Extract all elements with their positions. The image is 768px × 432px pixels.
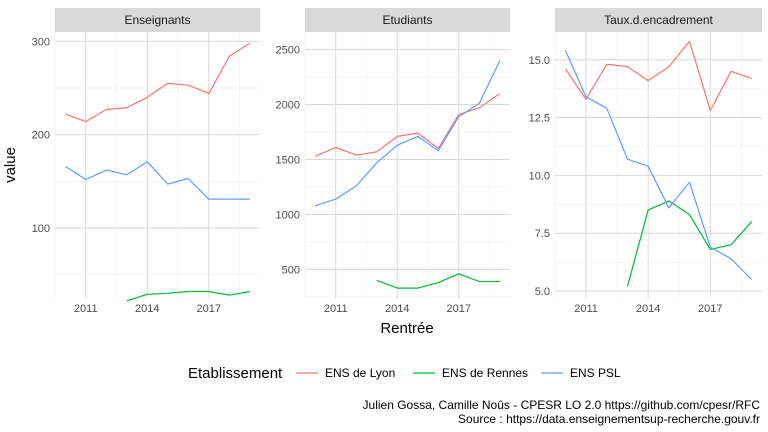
x-tick-label: 2017 (698, 303, 722, 315)
series-line-ens-de-lyon (65, 42, 251, 123)
x-tick-label: 2014 (135, 303, 159, 315)
y-tick-label: 2000 (276, 100, 300, 112)
y-tick-label: 12.5 (529, 113, 550, 125)
x-tick-label: 2011 (324, 303, 348, 315)
y-tick-label: 200 (32, 130, 50, 142)
facet-strip (55, 8, 260, 32)
y-axis-title: value (2, 147, 19, 183)
facet-strip (555, 8, 762, 32)
series-line-ens-de-rennes (376, 273, 500, 289)
y-tick-label: 7.5 (535, 228, 550, 240)
y-tick-label: 1500 (276, 155, 300, 167)
series-line-ens-psl (315, 60, 501, 207)
panel-etudiants: Etudiants 500 1000 1500 2000 2500 2011 2014 2017 (276, 8, 510, 315)
x-tick-label: 2017 (197, 303, 221, 315)
x-axis-title: Rentrée (380, 320, 433, 337)
caption-credits: Julien Gossa, Camille Noûs - CPESR LO 2.… (363, 398, 761, 412)
y-tick-label: 2500 (276, 45, 300, 57)
x-tick-label: 2014 (385, 303, 409, 315)
y-tick-label: 15.0 (529, 55, 550, 67)
y-tick-label: 300 (32, 36, 50, 48)
series-line-ens-de-rennes (126, 290, 250, 302)
series-line-ens-de-lyon (315, 93, 501, 157)
y-tick-label: 10.0 (529, 170, 550, 182)
legend: Etablissement ENS de Lyon ENS de Rennes … (188, 365, 621, 382)
facet-strip-label: Enseignants (124, 13, 190, 27)
facet-strip (305, 8, 510, 32)
x-tick-label: 2017 (447, 303, 471, 315)
x-tick-label: 2011 (74, 303, 98, 315)
panel-enseignants: Enseignants 100 200 300 2011 2014 2017 (32, 8, 260, 315)
y-tick-label: 500 (282, 264, 300, 276)
series-line-ens-psl (64, 161, 250, 200)
facet-strip-label: Etudiants (382, 13, 432, 27)
series-line-ens-psl (564, 50, 753, 280)
series-line-ens-de-lyon (564, 40, 752, 112)
x-tick-label: 2014 (636, 303, 660, 315)
y-tick-label: 1000 (276, 209, 300, 221)
y-tick-label: 5.0 (535, 286, 550, 298)
legend-label-ens-psl: ENS PSL (570, 366, 621, 380)
legend-title: Etablissement (188, 365, 283, 382)
legend-label-ens-de-rennes: ENS de Rennes (442, 366, 528, 380)
y-tick-label: 100 (32, 223, 50, 235)
x-tick-label: 2011 (574, 303, 598, 315)
panel-taux-d-encadrement: Taux.d.encadrement 5.0 7.5 10.0 12.5 15.0 2011… (529, 8, 762, 315)
caption-source: Source : https://data.enseignementsup-re… (458, 412, 760, 426)
facet-strip-label: Taux.d.encadrement (604, 13, 713, 27)
legend-label-ens-de-lyon: ENS de Lyon (325, 366, 395, 380)
series-line-ens-de-rennes (626, 200, 753, 287)
